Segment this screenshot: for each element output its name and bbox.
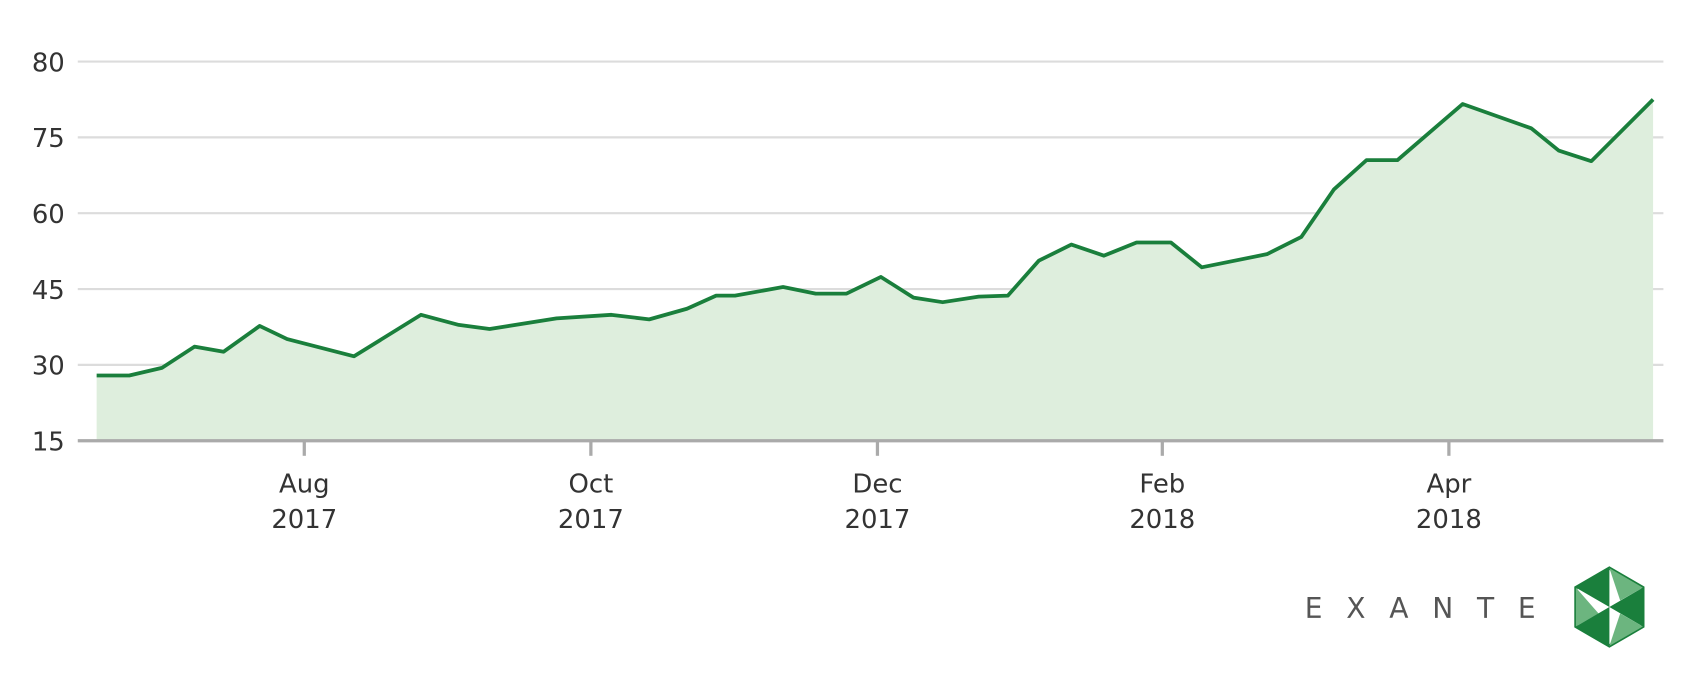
y-tick-label: 15 [32,427,65,457]
x-tick-label: Oct 2017 [558,470,624,536]
y-tick-label: 30 [32,352,65,382]
line [96,98,1655,378]
brand-logo [1574,566,1645,648]
x-tick-label: Feb 2018 [1129,470,1195,536]
x-tick-label: Aug 2017 [271,470,337,536]
x-tick-label: Dec 2017 [844,470,910,536]
area-fill [96,99,1654,441]
x-tick-label: Apr 2018 [1416,470,1482,536]
brand-name: EXANTE [1305,592,1560,625]
y-tick-label: 80 [32,48,65,78]
y-tick-label: 45 [32,276,65,306]
y-tick-label: 75 [32,124,65,154]
y-tick-label: 60 [32,200,65,230]
